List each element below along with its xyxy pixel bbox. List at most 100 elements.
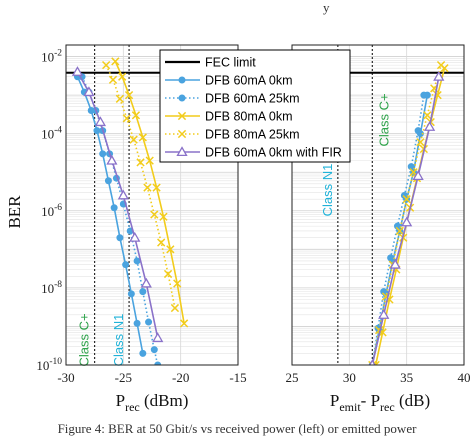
left-x-axis-label: Prec (dBm) xyxy=(116,391,189,414)
marker-dfb80_25 xyxy=(416,138,425,147)
marker-dfb80_25 xyxy=(150,210,159,219)
class-label: Class N1 xyxy=(111,314,126,367)
x-tick-label: 40 xyxy=(458,370,471,385)
marker-dfb80_25 xyxy=(436,60,446,70)
marker-dfb60_fir xyxy=(94,116,107,127)
marker-dfb60_fir xyxy=(152,332,164,343)
legend-marker xyxy=(176,146,188,157)
x-tick-label: -20 xyxy=(172,370,189,385)
marker-dfb80_0 xyxy=(166,245,175,254)
marker-dfb80_0 xyxy=(152,183,161,192)
marker-dfb80_25 xyxy=(143,183,152,192)
marker-dfb60_0 xyxy=(127,290,135,298)
legend-box xyxy=(159,49,351,163)
legend-label: DFB 80mA 25km xyxy=(205,128,299,142)
legend-label: DFB 60mA 0km xyxy=(205,74,293,88)
marker-dfb60_0 xyxy=(116,234,124,242)
class-label: Class C+ xyxy=(376,93,391,146)
marker-dfb80_25 xyxy=(423,111,432,120)
marker-dfb60_fir xyxy=(106,154,118,165)
legend-marker xyxy=(177,111,187,121)
marker-dfb60_fir xyxy=(71,66,84,76)
marker-dfb80_25 xyxy=(129,135,138,144)
y-axis-label: BER xyxy=(5,195,24,229)
marker-dfb60_fir xyxy=(378,309,390,319)
marker-dfb80_0 xyxy=(124,90,134,100)
marker-dfb80_0 xyxy=(138,133,147,142)
marker-dfb60_fir xyxy=(389,258,401,269)
series-line-dfb60_fir xyxy=(76,71,159,339)
marker-dfb60_0 xyxy=(93,127,101,135)
legend-marker xyxy=(178,76,186,84)
x-tick-label: -30 xyxy=(57,370,74,385)
class-label: Class C+ xyxy=(77,313,92,366)
marker-dfb60_0 xyxy=(99,150,107,158)
marker-dfb80_25 xyxy=(170,303,180,313)
plot-frame xyxy=(291,44,465,366)
marker-dfb80_25 xyxy=(402,195,411,204)
marker-dfb60_0 xyxy=(122,261,130,269)
left-chart-panel: -30 -25 -20 -15 10-2 10-4 10-6 10-8 10-10 Class C… xyxy=(36,44,247,385)
marker-dfb60_25 xyxy=(414,127,422,135)
marker-dfb80_25 xyxy=(115,94,125,103)
marker-dfb80_0 xyxy=(145,156,154,165)
marker-dfb80_25 xyxy=(136,158,145,167)
plot-frame xyxy=(65,44,239,366)
marker-dfb60_0 xyxy=(139,349,147,357)
x-tick-label: 25 xyxy=(286,370,299,385)
legend-label: DFB 60mA 0km with FIR xyxy=(205,146,342,160)
legend-marker xyxy=(178,94,186,102)
marker-dfb60_fir xyxy=(140,277,152,288)
marker-dfb80_0 xyxy=(173,279,182,288)
marker-dfb80_25 xyxy=(122,114,131,123)
marker-dfb80_25 xyxy=(157,238,166,247)
marker-dfb80_0 xyxy=(159,212,168,221)
marker-dfb60_fir xyxy=(117,189,129,200)
legend-label: FEC limit xyxy=(205,56,256,70)
marker-dfb80_0 xyxy=(118,72,127,81)
y-tick-label: 10-4 xyxy=(41,126,62,142)
class-label: Class N1 xyxy=(320,164,335,217)
legend-marker xyxy=(177,129,187,139)
x-tick-label: 30 xyxy=(343,370,356,385)
marker-dfb60_0 xyxy=(104,177,112,185)
marker-dfb60_25 xyxy=(145,318,153,326)
marker-dfb60_25 xyxy=(387,254,395,262)
marker-dfb60_fir xyxy=(83,86,95,97)
marker-dfb60_fir xyxy=(401,216,413,227)
marker-dfb80_25 xyxy=(102,60,111,70)
marker-dfb60_fir xyxy=(423,121,436,131)
marker-dfb60_25 xyxy=(420,91,428,99)
marker-dfb60_fir xyxy=(129,231,141,242)
marker-dfb80_25 xyxy=(163,269,173,279)
marker-dfb80_25 xyxy=(395,226,404,236)
marker-dfb60_25 xyxy=(133,257,141,265)
marker-dfb60_fir xyxy=(412,170,424,180)
marker-dfb60_fir xyxy=(368,359,376,365)
y-tick-label: 10-2 xyxy=(41,49,62,65)
marker-dfb60_25 xyxy=(154,361,162,365)
x-tick-label: -15 xyxy=(229,370,246,385)
marker-dfb60_25 xyxy=(407,163,415,171)
right-x-axis-label: Pemit- Prec (dB) xyxy=(330,391,430,414)
marker-dfb80_25 xyxy=(108,75,118,84)
marker-dfb60_25 xyxy=(150,346,158,354)
marker-dfb80_25 xyxy=(368,360,377,365)
bottom-caption: Figure 4: BER at 50 Gbit/s vs received p… xyxy=(58,421,418,436)
marker-dfb60_fir xyxy=(433,70,445,81)
x-tick-label: -25 xyxy=(115,370,132,385)
legend-label: DFB 80mA 0km xyxy=(205,110,293,124)
y-tick-label: 10-10 xyxy=(36,357,62,373)
series-line-dfb80_25 xyxy=(105,64,176,309)
y-tick-label: 10-8 xyxy=(41,280,62,296)
marker-dfb60_0 xyxy=(110,204,118,212)
marker-dfb60_25 xyxy=(139,288,147,296)
y-tick-label: 10-6 xyxy=(41,203,62,219)
marker-dfb60_0 xyxy=(133,319,141,327)
legend-label: DFB 60mA 25km xyxy=(205,92,299,106)
marker-dfb80_0 xyxy=(179,319,189,328)
marker-dfb80_0 xyxy=(131,111,141,120)
legend: FEC limit DFB 60mA 0km DFB 60mA 25km DFB 80… xyxy=(159,49,351,163)
top-caption-fragment: y xyxy=(323,0,330,15)
